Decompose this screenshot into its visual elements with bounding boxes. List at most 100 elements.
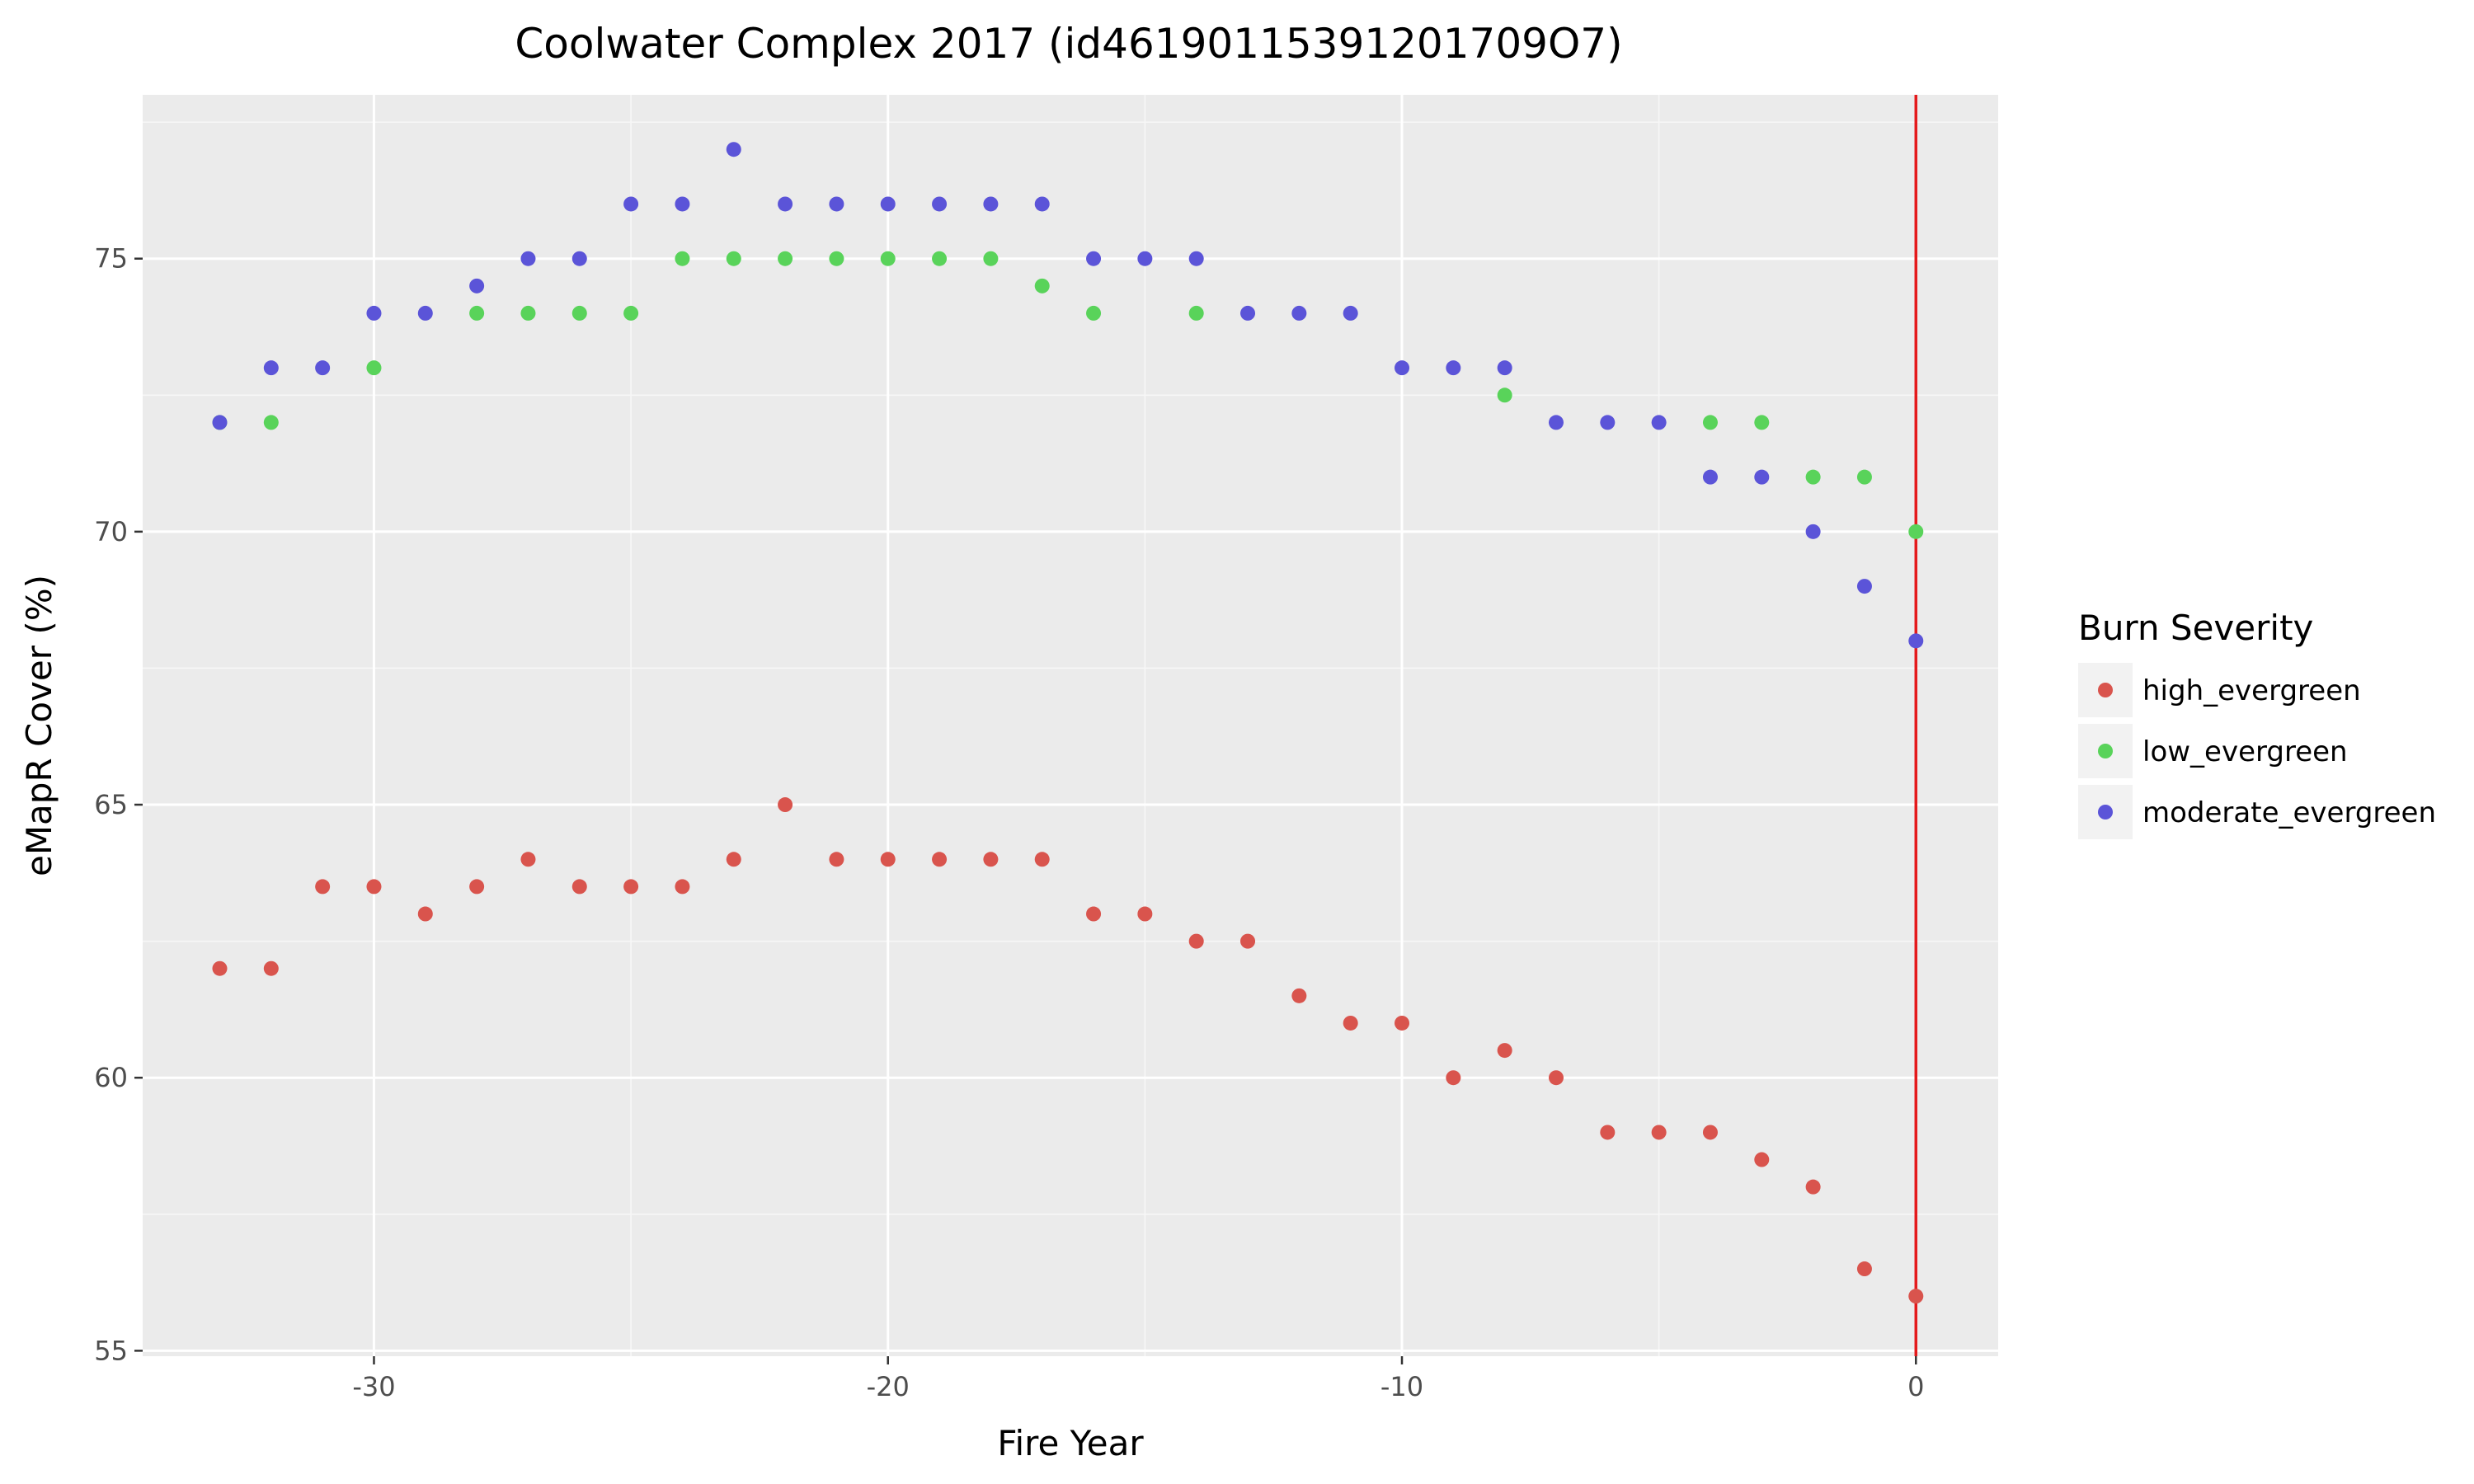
chart-title: Coolwater Complex 2017 (id46190115391201… [515,20,1622,68]
legend-label-high_evergreen: high_evergreen [2142,674,2361,707]
data-point-high_evergreen [417,906,433,922]
data-point-high_evergreen [1600,1125,1616,1140]
data-point-moderate_evergreen [1754,469,1770,485]
data-point-moderate_evergreen [932,196,948,212]
data-point-moderate_evergreen [880,196,896,212]
data-point-moderate_evergreen [1240,305,1256,321]
y-axis-title: eMapR Cover (%) [19,575,59,876]
legend-marker-high_evergreen [2098,683,2113,697]
data-point-moderate_evergreen [1395,360,1410,376]
data-point-low_evergreen [366,360,382,376]
y-tick-label: 70 [94,516,128,547]
data-point-low_evergreen [1497,387,1512,403]
x-tick-label: -10 [1380,1371,1423,1402]
data-point-moderate_evergreen [1908,633,1924,649]
data-point-moderate_evergreen [675,196,690,212]
data-point-low_evergreen [1188,305,1204,321]
data-point-moderate_evergreen [623,196,639,212]
data-point-low_evergreen [1856,469,1872,485]
data-point-high_evergreen [263,960,279,976]
data-point-high_evergreen [366,879,382,895]
data-points [212,142,1924,1304]
data-point-high_evergreen [1856,1261,1872,1277]
data-point-low_evergreen [726,251,741,266]
data-point-high_evergreen [1137,906,1153,922]
data-point-low_evergreen [829,251,844,266]
data-point-moderate_evergreen [212,415,228,430]
x-tick-label: -20 [867,1371,910,1402]
data-point-high_evergreen [1702,1125,1718,1140]
data-point-moderate_evergreen [469,278,485,294]
data-point-moderate_evergreen [1446,360,1461,376]
data-point-moderate_evergreen [1137,251,1153,266]
data-point-high_evergreen [675,879,690,895]
legend: Burn Severity high_evergreen low_evergree… [2078,608,2436,839]
data-point-moderate_evergreen [417,305,433,321]
data-point-moderate_evergreen [520,251,536,266]
data-point-high_evergreen [1446,1070,1461,1086]
data-point-high_evergreen [829,852,844,867]
data-point-moderate_evergreen [1600,415,1616,430]
y-axis-ticks: 55 60 65 70 75 [94,243,143,1366]
y-tick-label: 55 [94,1335,128,1366]
data-point-high_evergreen [1086,906,1102,922]
data-point-high_evergreen [1908,1289,1924,1304]
data-point-moderate_evergreen [1702,469,1718,485]
data-point-low_evergreen [263,415,279,430]
data-point-low_evergreen [1086,305,1102,321]
data-point-low_evergreen [520,305,536,321]
data-point-low_evergreen [1034,278,1050,294]
data-point-low_evergreen [1702,415,1718,430]
data-point-high_evergreen [1548,1070,1564,1086]
data-point-moderate_evergreen [1188,251,1204,266]
y-tick-label: 65 [94,789,128,820]
data-point-high_evergreen [983,852,999,867]
y-tick-label: 60 [94,1062,128,1093]
data-point-high_evergreen [520,852,536,867]
data-point-high_evergreen [571,879,587,895]
data-point-high_evergreen [1497,1043,1512,1059]
x-axis-ticks: -30 -20 -10 0 [352,1356,1924,1402]
data-point-low_evergreen [571,305,587,321]
data-point-low_evergreen [932,251,948,266]
data-point-high_evergreen [1034,852,1050,867]
data-point-low_evergreen [469,305,485,321]
data-point-moderate_evergreen [778,196,793,212]
data-point-high_evergreen [1188,933,1204,949]
data-point-low_evergreen [983,251,999,266]
legend-marker-low_evergreen [2098,744,2113,758]
x-tick-label: 0 [1907,1371,1924,1402]
data-point-high_evergreen [212,960,228,976]
data-point-low_evergreen [675,251,690,266]
data-point-moderate_evergreen [983,196,999,212]
data-point-moderate_evergreen [263,360,279,376]
data-point-high_evergreen [932,852,948,867]
data-point-high_evergreen [469,879,485,895]
data-point-moderate_evergreen [1086,251,1102,266]
data-point-high_evergreen [880,852,896,867]
legend-label-moderate_evergreen: moderate_evergreen [2142,796,2436,829]
data-point-low_evergreen [1908,524,1924,539]
data-point-high_evergreen [1754,1152,1770,1167]
data-point-moderate_evergreen [1856,579,1872,594]
data-point-moderate_evergreen [366,305,382,321]
data-point-high_evergreen [726,852,741,867]
data-point-moderate_evergreen [1497,360,1512,376]
data-point-moderate_evergreen [1651,415,1667,430]
data-point-low_evergreen [1754,415,1770,430]
data-point-low_evergreen [778,251,793,266]
data-point-high_evergreen [1395,1015,1410,1031]
x-axis-title: Fire Year [997,1423,1144,1463]
data-point-high_evergreen [623,879,639,895]
data-point-moderate_evergreen [1548,415,1564,430]
legend-title: Burn Severity [2078,608,2313,648]
data-point-low_evergreen [623,305,639,321]
data-point-moderate_evergreen [1343,305,1358,321]
legend-marker-moderate_evergreen [2098,805,2113,819]
data-point-high_evergreen [778,797,793,813]
data-point-moderate_evergreen [315,360,331,376]
y-tick-label: 75 [94,243,128,275]
data-point-low_evergreen [1805,469,1821,485]
x-tick-label: -30 [352,1371,395,1402]
